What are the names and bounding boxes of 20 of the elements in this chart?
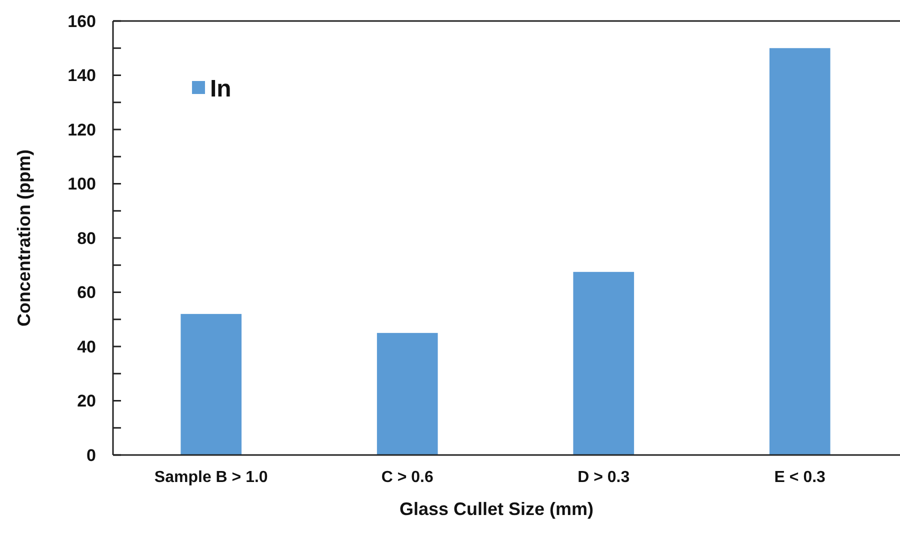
y-tick-label: 0	[86, 446, 96, 465]
y-tick-label: 120	[68, 120, 96, 140]
y-tick-label: 60	[77, 283, 96, 302]
x-tick-label: D > 0.3	[578, 469, 630, 486]
bar	[376, 332, 438, 455]
x-axis-title: Glass Cullet Size (mm)	[399, 499, 594, 519]
bar	[573, 272, 634, 455]
legend-label: In	[210, 75, 232, 102]
x-tick-label: C > 0.6	[381, 469, 434, 486]
y-axis-title: Concentration (ppm)	[14, 150, 34, 326]
x-tick-label: E < 0.3	[774, 469, 826, 486]
bar	[769, 48, 830, 455]
y-tick-label: 160	[68, 12, 96, 31]
y-tick-label: 80	[77, 228, 96, 248]
bar	[180, 314, 242, 455]
y-tick-label: 140	[68, 66, 96, 86]
y-tick-label: 20	[77, 392, 96, 411]
y-tick-label: 100	[68, 174, 96, 194]
x-tick-label: Sample B > 1.0	[154, 469, 268, 486]
y-tick-label: 40	[77, 337, 96, 356]
